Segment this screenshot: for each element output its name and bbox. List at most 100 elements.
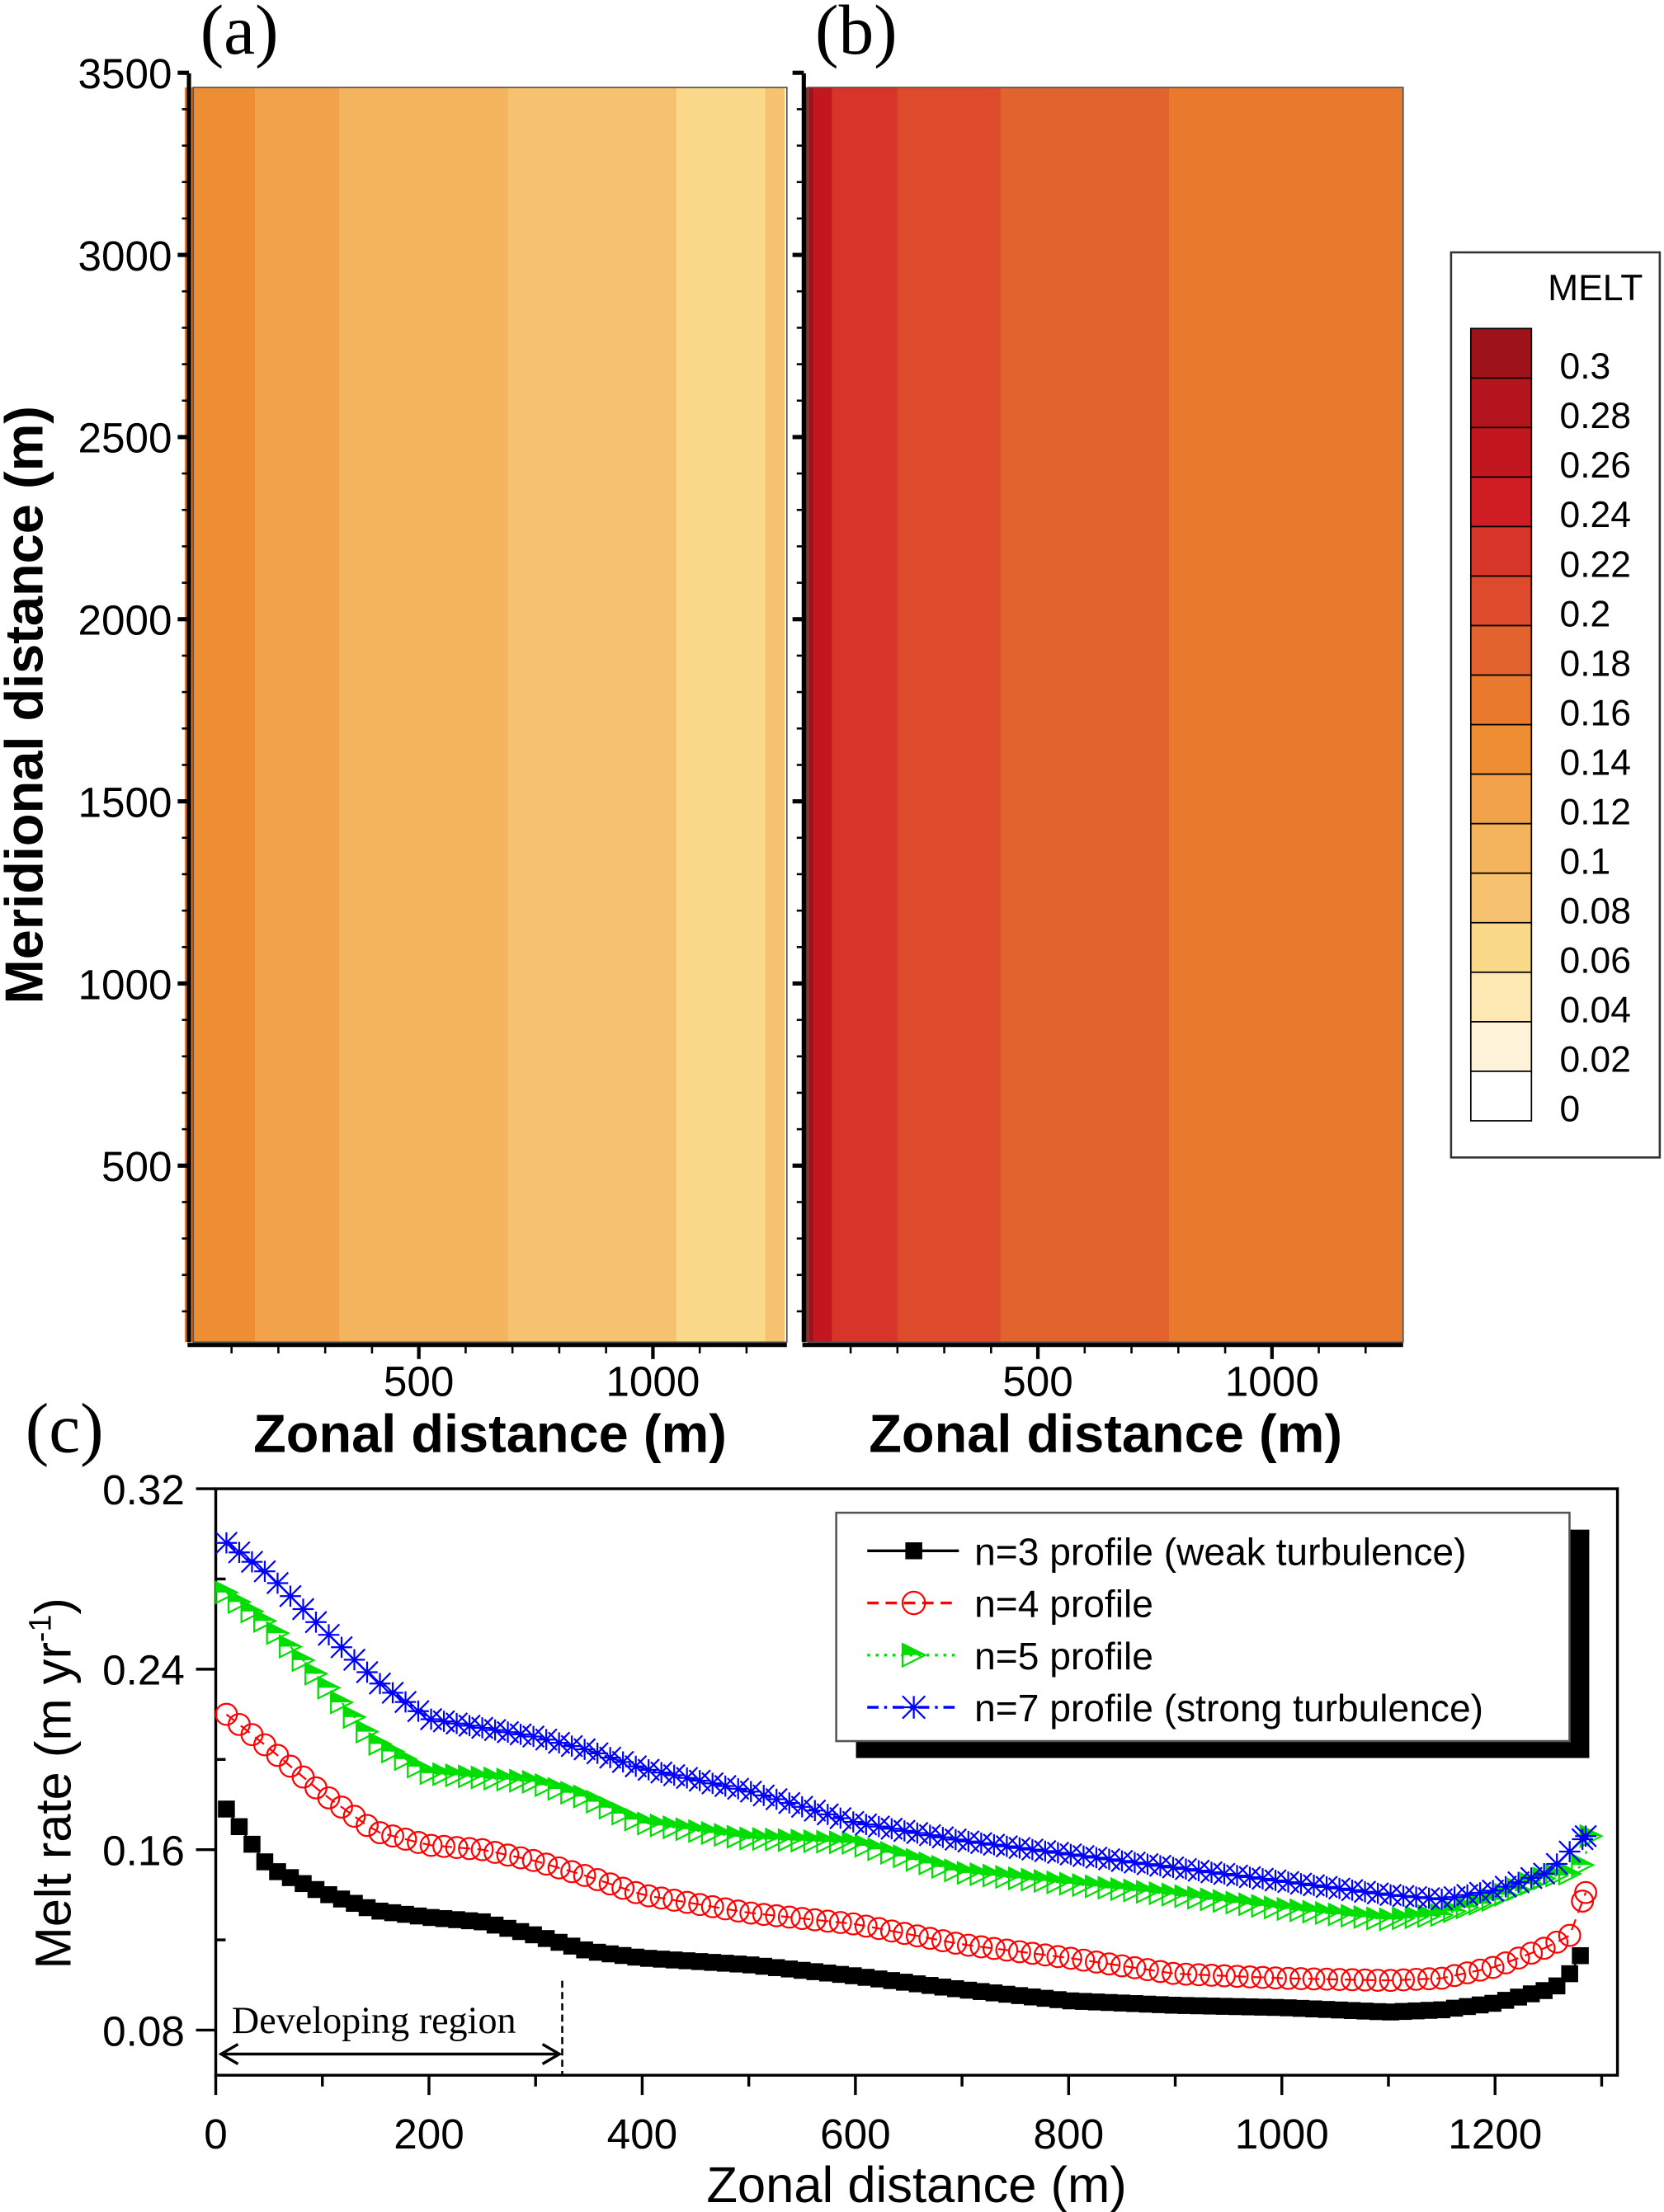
data-point-asterisk (509, 1723, 532, 1746)
data-point-square (1407, 2002, 1425, 2020)
data-point-asterisk (625, 1754, 648, 1778)
data-point-square (409, 1907, 427, 1925)
data-point-asterisk (1238, 1866, 1261, 1889)
data-point-circle (790, 1907, 814, 1931)
data-point-asterisk (855, 1813, 878, 1836)
data-point-circle (458, 1837, 482, 1861)
data-point-circle (598, 1872, 622, 1896)
data-point-square (755, 1957, 772, 1975)
data-point-asterisk (1404, 1885, 1428, 1908)
data-point-circle (1520, 1941, 1544, 1965)
data-point-circle (1366, 1969, 1390, 1992)
data-point-square (1433, 2001, 1450, 2019)
data-point-circle (901, 1590, 926, 1616)
heatmap-band (804, 87, 814, 1343)
data-point-asterisk (330, 1635, 353, 1659)
data-point-circle (944, 1932, 968, 1955)
data-point-square (1292, 1999, 1310, 2017)
data-point-square (1280, 1999, 1297, 2017)
x-tick-label: 1200 (1448, 2111, 1542, 2158)
data-point-asterisk (1072, 1844, 1096, 1868)
data-point-asterisk (1443, 1885, 1466, 1908)
data-point-circle (228, 1712, 251, 1736)
data-point-square (896, 1974, 913, 1991)
y-tick-label: 0.32 (102, 1466, 185, 1513)
data-point-square (397, 1905, 414, 1923)
data-point-square (767, 1959, 785, 1976)
data-point-asterisk (1276, 1871, 1300, 1894)
x-tick-label: 1000 (606, 1358, 700, 1405)
panel-c: 0.08 0.16 0.24 0.32 0 200 400 600 800 1000 1200 Zon… (23, 1391, 1619, 2212)
data-point-circle (1058, 1946, 1082, 1970)
colorbar-swatch (1469, 971, 1533, 1023)
data-point-square (346, 1894, 363, 1913)
colorbar-swatch (1469, 476, 1533, 528)
data-point-circle (432, 1834, 455, 1858)
data-point-square (1497, 1992, 1515, 2009)
data-point-circle (214, 1702, 238, 1726)
x-tick-label: 0 (204, 2111, 228, 2158)
data-point-square (1152, 1996, 1169, 2013)
data-point-square (665, 1951, 683, 1969)
data-point-asterisk (983, 1833, 1006, 1857)
x-tick-label: 1000 (1225, 1358, 1319, 1405)
data-point-square (1522, 1985, 1540, 2003)
data-point-circle (317, 1786, 341, 1810)
data-point-asterisk (1327, 1877, 1351, 1900)
colorbar-swatch (1469, 1021, 1533, 1072)
data-point-square (1190, 1997, 1208, 2015)
data-point-circle (905, 1924, 929, 1948)
data-point-circle (573, 1864, 596, 1887)
data-point-triangle-fill (266, 1622, 289, 1634)
data-point-asterisk (586, 1742, 609, 1765)
data-point-asterisk (1046, 1841, 1070, 1865)
data-point-square (474, 1913, 491, 1931)
data-point-asterisk (1574, 1824, 1597, 1847)
data-point-circle (1110, 1954, 1134, 1978)
data-point-square (486, 1916, 504, 1934)
data-point-square (1382, 2003, 1399, 2021)
y-tick-label: 2000 (78, 597, 172, 644)
data-point-circle (1494, 1951, 1518, 1974)
data-point-asterisk (1341, 1879, 1364, 1902)
data-point-square (1318, 2001, 1336, 2018)
data-point-circle (1545, 1930, 1569, 1954)
data-point-square (1445, 1999, 1464, 2017)
data-point-circle (1084, 1950, 1108, 1974)
x-tick-label: 200 (394, 2111, 464, 2158)
data-point-asterisk (1315, 1875, 1338, 1899)
data-point-circle (956, 1933, 980, 1957)
data-point-asterisk (1200, 1861, 1223, 1884)
data-point-circle (1417, 1967, 1441, 1991)
data-point-square (218, 1800, 235, 1818)
data-point-triangle-fill (1444, 1900, 1465, 1912)
y-axis-label: Meridional distance (m) (0, 406, 54, 1004)
data-point-circle (918, 1927, 942, 1951)
data-point-square (537, 1930, 555, 1947)
colorbar-level-label: 0.2 (1560, 594, 1611, 634)
data-point-circle (1187, 1963, 1210, 1987)
data-point-circle (1264, 1966, 1287, 1990)
data-point-asterisk (790, 1795, 813, 1819)
data-point-square (1459, 1998, 1476, 2016)
data-point-circle (419, 1833, 443, 1857)
heatmap-band (194, 87, 256, 1343)
data-point-triangle-fill (241, 1601, 263, 1612)
data-point-square (1420, 2002, 1438, 2019)
data-point-square (332, 1890, 351, 1908)
data-point-circle (1532, 1937, 1556, 1960)
data-point-circle (739, 1901, 763, 1925)
data-point-square (1369, 2003, 1387, 2021)
data-point-square (1535, 1982, 1553, 1999)
data-point-triangle (879, 1840, 905, 1866)
data-point-square (947, 1979, 964, 1998)
data-point-asterisk (1558, 1840, 1582, 1863)
data-point-circle (1238, 1965, 1261, 1988)
data-point-square (1075, 1993, 1092, 2010)
data-point-asterisk (1353, 1880, 1377, 1904)
data-point-square (832, 1965, 850, 1984)
data-point-circle (1123, 1956, 1147, 1979)
data-point-square (857, 1969, 875, 1986)
data-point-square (588, 1943, 606, 1961)
data-point-asterisk (1213, 1862, 1236, 1885)
